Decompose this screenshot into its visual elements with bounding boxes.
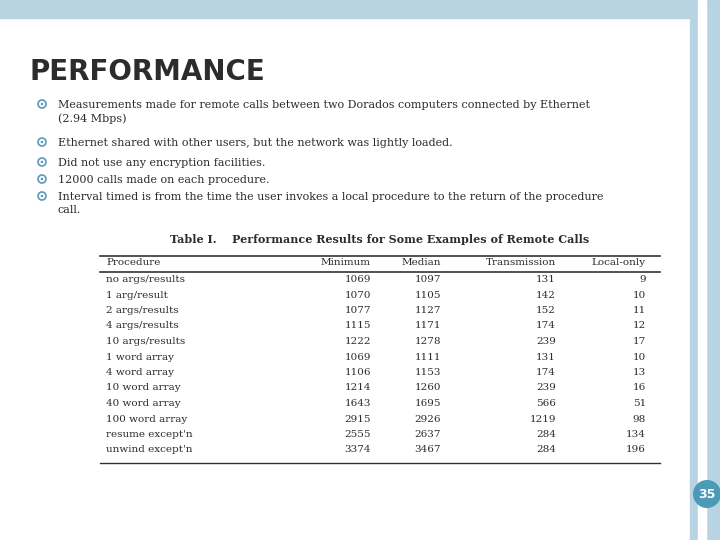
Text: 1069: 1069 [344,353,371,361]
Text: 131: 131 [536,353,556,361]
Text: 10: 10 [633,291,646,300]
Text: 12: 12 [633,321,646,330]
Bar [0,0,690,18]
Circle shape [41,195,43,197]
Bar [690,0,720,540]
Text: 1 arg/result: 1 arg/result [106,291,168,300]
Text: 1278: 1278 [415,337,441,346]
Text: 100 word array: 100 word array [106,415,187,423]
Text: 1127: 1127 [415,306,441,315]
Text: 2 args/results: 2 args/results [106,306,179,315]
Text: unwind except'n: unwind except'n [106,446,192,455]
Text: Procedure: Procedure [106,258,161,267]
Text: Table I.    Performance Results for Some Examples of Remote Calls: Table I. Performance Results for Some Ex… [171,234,590,245]
Text: 1222: 1222 [344,337,371,346]
Text: 131: 131 [536,275,556,284]
Text: 13: 13 [633,368,646,377]
Circle shape [41,103,43,105]
Text: 1077: 1077 [344,306,371,315]
Text: 1 word array: 1 word array [106,353,174,361]
Text: 2555: 2555 [344,430,371,439]
Text: Transmission: Transmission [486,258,556,267]
Text: 17: 17 [633,337,646,346]
Text: 1115: 1115 [344,321,371,330]
Text: 1105: 1105 [415,291,441,300]
Text: 1171: 1171 [415,321,441,330]
Circle shape [41,161,43,163]
Text: 2926: 2926 [415,415,441,423]
Text: 10: 10 [633,353,646,361]
Bar [698,0,706,540]
Text: 2915: 2915 [344,415,371,423]
Text: 98: 98 [633,415,646,423]
Text: 1695: 1695 [415,399,441,408]
Text: 11: 11 [633,306,646,315]
Text: 1070: 1070 [344,291,371,300]
Text: 9: 9 [639,275,646,284]
Text: 1106: 1106 [344,368,371,377]
Text: 12000 calls made on each procedure.: 12000 calls made on each procedure. [58,175,269,185]
Text: Minimum: Minimum [321,258,371,267]
Text: Interval timed is from the time the user invokes a local procedure to the return: Interval timed is from the time the user… [58,192,603,215]
Text: 284: 284 [536,446,556,455]
Text: Median: Median [402,258,441,267]
Text: 174: 174 [536,368,556,377]
Text: 40 word array: 40 word array [106,399,181,408]
Text: 10 word array: 10 word array [106,383,181,393]
Text: 2637: 2637 [415,430,441,439]
Circle shape [41,178,43,180]
Text: 142: 142 [536,291,556,300]
Circle shape [693,480,720,508]
Text: 16: 16 [633,383,646,393]
Text: 1214: 1214 [344,383,371,393]
Text: Local-only: Local-only [592,258,646,267]
Text: 35: 35 [698,488,716,501]
Text: resume except'n: resume except'n [106,430,193,439]
Text: no args/results: no args/results [106,275,185,284]
Circle shape [41,141,43,143]
Text: 1069: 1069 [344,275,371,284]
Text: 1260: 1260 [415,383,441,393]
Text: 1111: 1111 [415,353,441,361]
Text: PERFORMANCE: PERFORMANCE [30,58,266,86]
Text: 284: 284 [536,430,556,439]
Text: 1097: 1097 [415,275,441,284]
Text: 1643: 1643 [344,399,371,408]
Text: 1219: 1219 [529,415,556,423]
Text: 152: 152 [536,306,556,315]
Text: 239: 239 [536,337,556,346]
Text: 1153: 1153 [415,368,441,377]
Text: Ethernet shared with other users, but the network was lightly loaded.: Ethernet shared with other users, but th… [58,138,453,148]
Text: 10 args/results: 10 args/results [106,337,185,346]
Text: 4 word array: 4 word array [106,368,174,377]
Text: Measurements made for remote calls between two Dorados computers connected by Et: Measurements made for remote calls betwe… [58,100,590,124]
Text: 4 args/results: 4 args/results [106,321,179,330]
Text: 174: 174 [536,321,556,330]
Text: 3467: 3467 [415,446,441,455]
Text: Did not use any encryption facilities.: Did not use any encryption facilities. [58,158,266,168]
Text: 51: 51 [633,399,646,408]
Text: 196: 196 [626,446,646,455]
Text: 134: 134 [626,430,646,439]
Text: 566: 566 [536,399,556,408]
Text: 3374: 3374 [344,446,371,455]
Text: 239: 239 [536,383,556,393]
